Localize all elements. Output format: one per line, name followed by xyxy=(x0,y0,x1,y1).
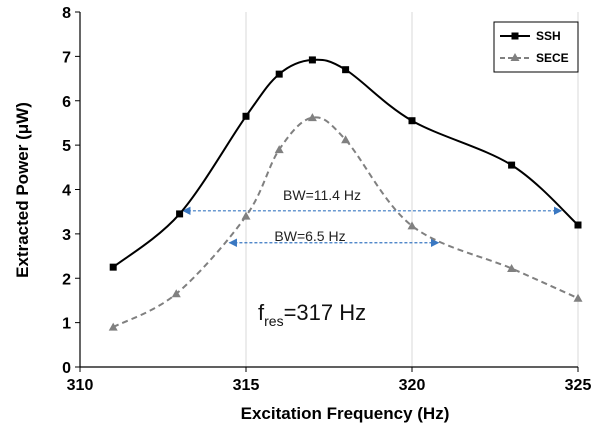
y-tick-label: 2 xyxy=(62,271,71,288)
data-series xyxy=(108,56,583,331)
series-sece xyxy=(108,113,583,331)
fres-base: f xyxy=(258,300,265,325)
legend-sece-marker xyxy=(510,53,520,61)
bw-sece-label: BW=6.5 Hz xyxy=(274,228,345,244)
fres-subscript: res xyxy=(264,313,283,329)
resonance-frequency-label: fres=317 Hz xyxy=(258,300,366,329)
y-tick-label: 4 xyxy=(62,183,71,200)
series-ssh xyxy=(109,56,582,271)
x-tick-label: 325 xyxy=(565,377,592,394)
x-tick-label: 320 xyxy=(399,377,426,394)
data-point xyxy=(171,289,181,298)
legend-ssh-marker xyxy=(511,32,519,40)
data-point xyxy=(108,322,118,331)
y-tick-label: 0 xyxy=(62,360,71,377)
y-axis-title: Extracted Power (μW) xyxy=(13,102,32,278)
data-point xyxy=(308,56,316,64)
bandwidth-annotations: BW=11.4 Hz BW=6.5 Hz xyxy=(182,187,563,247)
y-tick-label: 6 xyxy=(62,94,71,111)
data-point xyxy=(241,211,251,220)
y-tick-label: 1 xyxy=(62,316,71,333)
data-point xyxy=(573,293,583,302)
data-point xyxy=(242,112,250,120)
tick-labels: 0 1 2 3 4 5 6 7 8 310 315 320 325 xyxy=(62,5,591,394)
data-point xyxy=(507,263,517,272)
series-line xyxy=(112,116,579,328)
legend: SSH SECE xyxy=(493,21,579,73)
x-tick-label: 310 xyxy=(67,377,94,394)
x-axis-title: Excitation Frequency (Hz) xyxy=(241,404,450,423)
data-point xyxy=(341,135,351,144)
legend-box xyxy=(493,21,579,73)
data-point xyxy=(109,263,117,271)
data-point xyxy=(408,117,416,125)
bw-ssh-label: BW=11.4 Hz xyxy=(283,187,361,203)
fres-value: =317 Hz xyxy=(284,300,367,325)
legend-ssh-label: SSH xyxy=(536,29,561,43)
y-tick-label: 7 xyxy=(62,49,71,66)
y-tick-label: 8 xyxy=(62,5,71,22)
y-tick-label: 5 xyxy=(62,138,71,155)
data-point xyxy=(275,70,283,78)
data-point xyxy=(508,161,516,169)
legend-sece-label: SECE xyxy=(536,51,569,65)
data-point xyxy=(274,145,284,154)
data-point xyxy=(574,221,582,229)
y-tick-label: 3 xyxy=(62,227,71,244)
data-point xyxy=(342,66,350,74)
data-point xyxy=(176,210,184,218)
data-point xyxy=(307,113,317,122)
x-tick-label: 315 xyxy=(233,377,260,394)
data-point xyxy=(407,221,417,230)
